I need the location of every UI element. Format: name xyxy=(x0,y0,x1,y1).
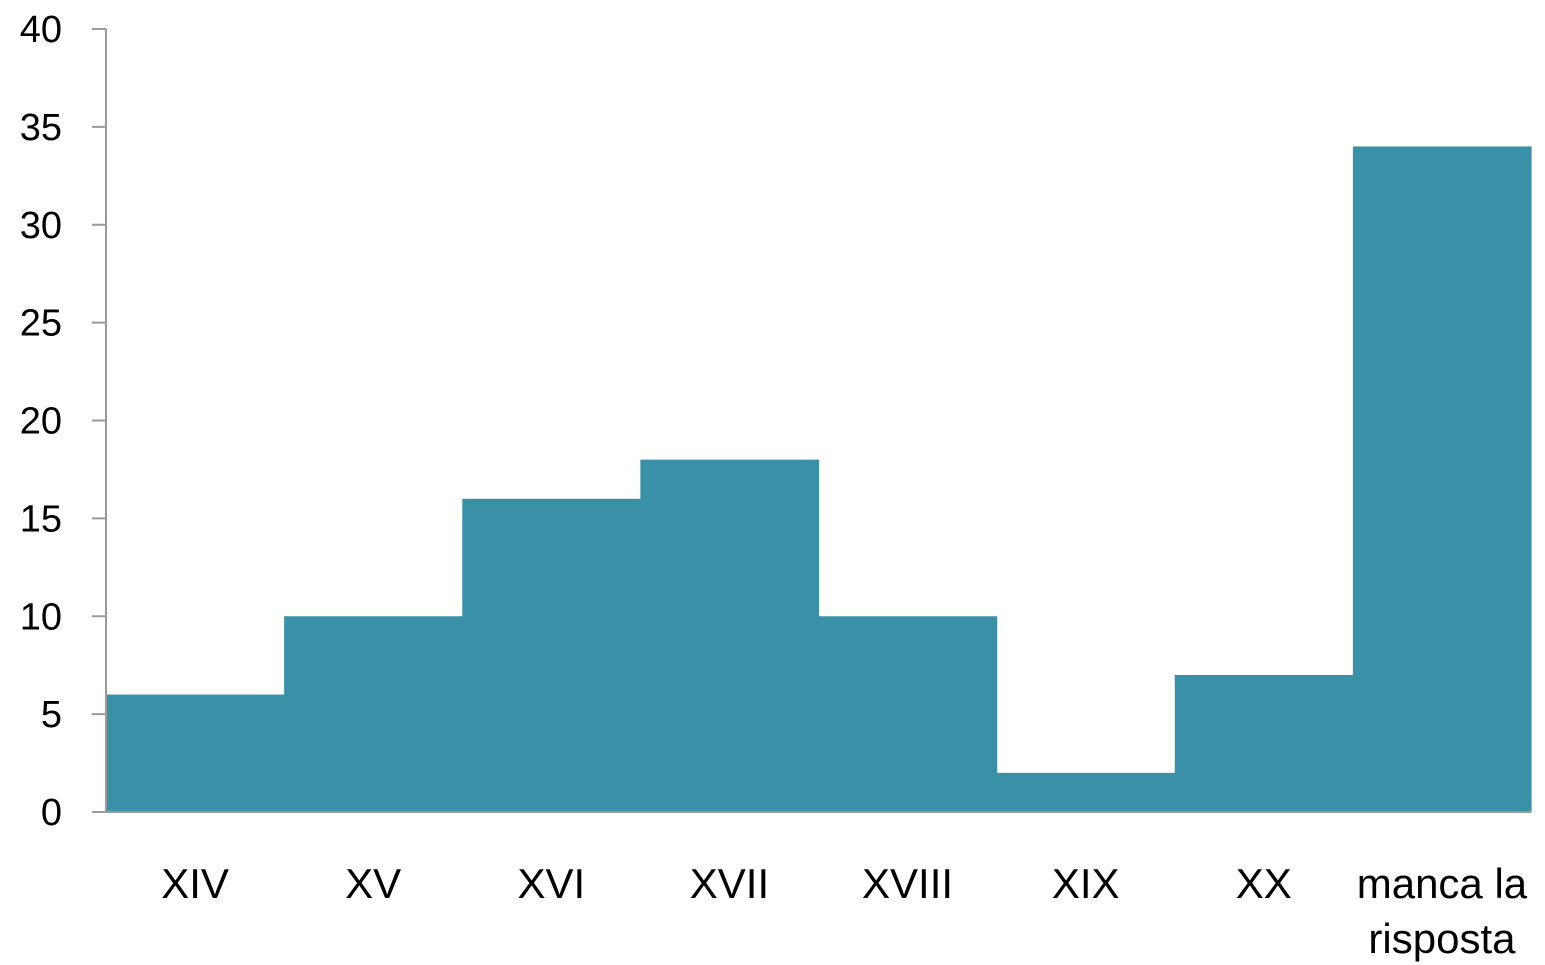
y-tick-label: 5 xyxy=(41,694,62,736)
x-category-label: XIX xyxy=(1052,860,1120,907)
bar-xvi xyxy=(462,498,641,812)
x-category-label: XVIII xyxy=(862,860,953,907)
y-tick-label: 20 xyxy=(20,401,62,443)
y-tick-label: 0 xyxy=(41,792,62,834)
y-tick-label: 25 xyxy=(20,303,62,345)
x-category-label: XV xyxy=(345,860,401,907)
y-tick-label: 15 xyxy=(20,498,62,540)
bar-xvii xyxy=(640,459,820,812)
bar-xv xyxy=(284,616,463,812)
y-tick-label: 30 xyxy=(20,205,62,247)
x-category-label: XVII xyxy=(690,860,769,907)
x-labels-group: XIV XV XVI XVII XVIII XIX XX manca la risposta xyxy=(161,860,1528,962)
x-category-label: manca la risposta xyxy=(1357,860,1528,962)
bar-xviii xyxy=(818,616,998,812)
bar-xix xyxy=(996,772,1176,812)
bars-group xyxy=(106,146,1532,812)
x-category-label: XIV xyxy=(161,860,229,907)
bar-xx xyxy=(1174,674,1354,812)
x-category-label: XVI xyxy=(517,860,585,907)
y-tick-label: 40 xyxy=(20,9,62,51)
y-ticks-group: 0 5 10 15 20 25 30 35 40 xyxy=(20,9,106,834)
x-category-label: XX xyxy=(1236,860,1292,907)
bar-manca-la-risposta xyxy=(1352,146,1532,812)
bar-xiv xyxy=(106,694,285,812)
y-tick-label: 35 xyxy=(20,107,62,149)
y-tick-label: 10 xyxy=(20,596,62,638)
